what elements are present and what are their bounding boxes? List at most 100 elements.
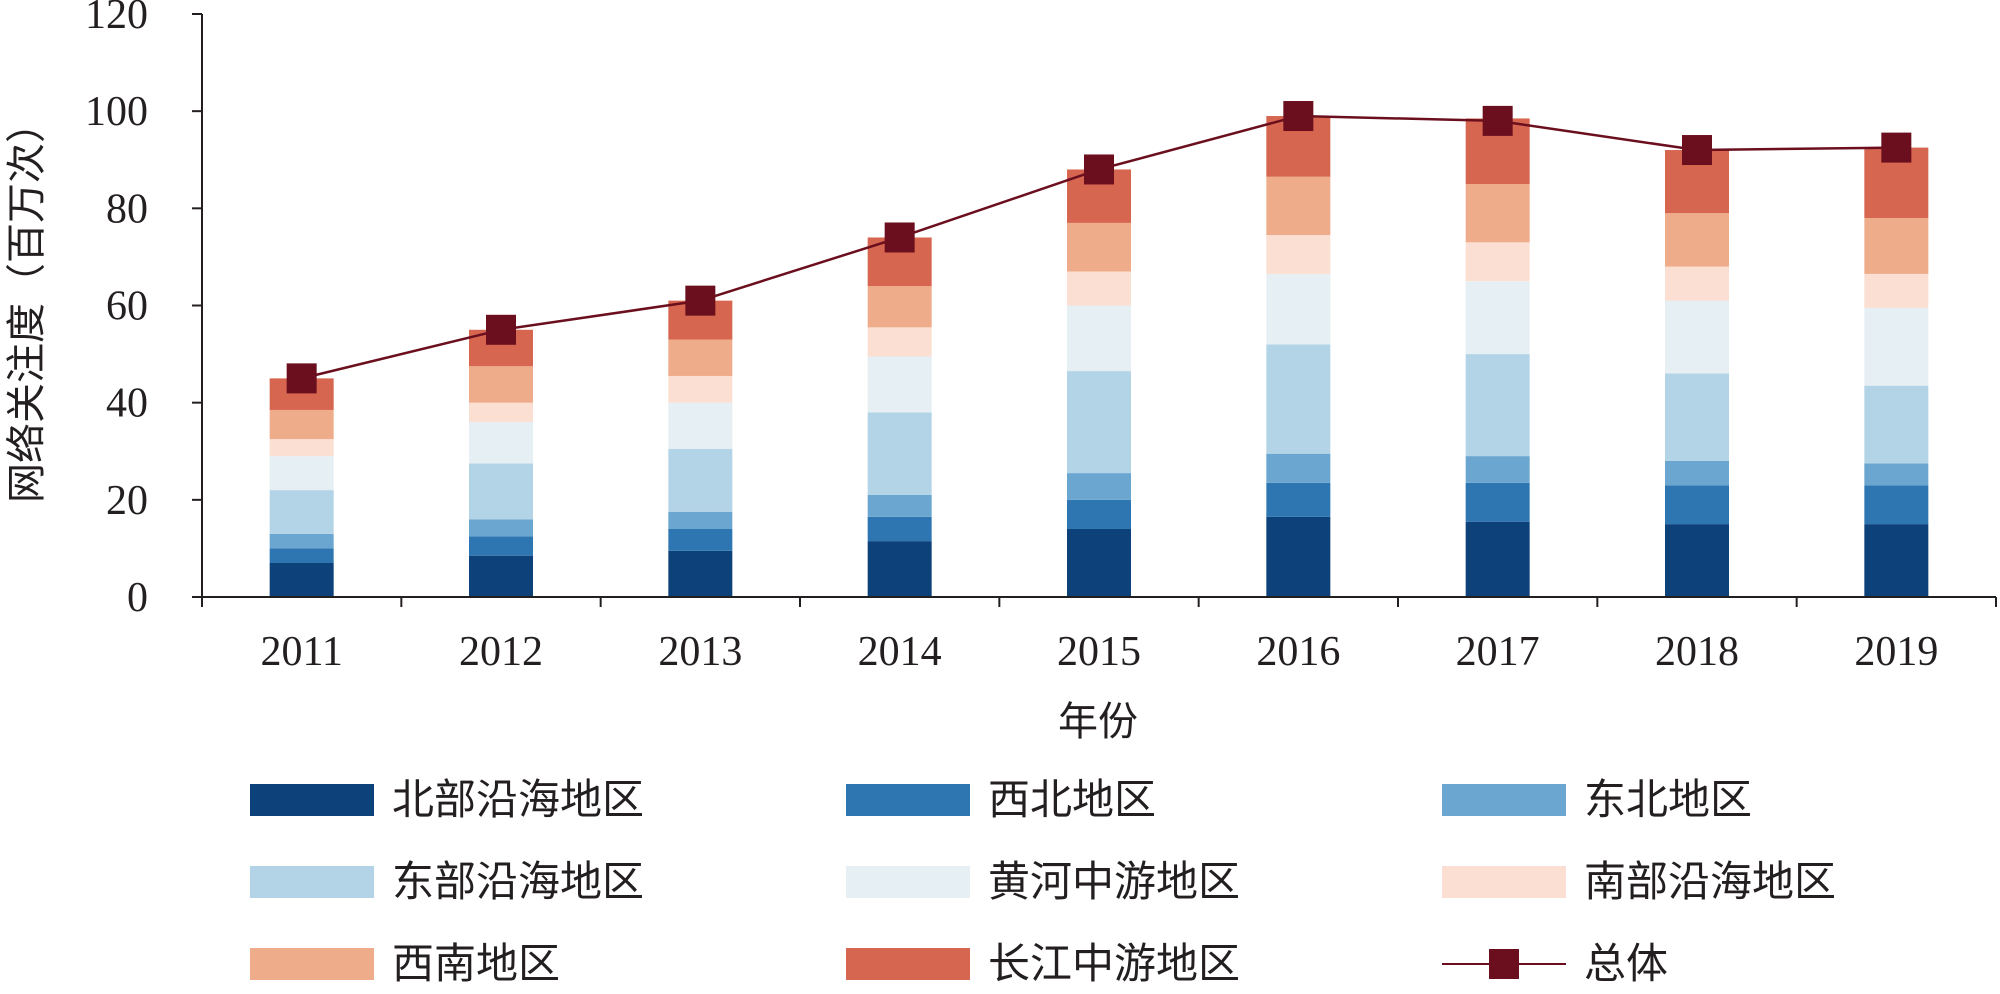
bar-segment-2017-3 — [1465, 456, 1530, 483]
total-marker-2012 — [486, 314, 516, 345]
y-tick-label: 100 — [85, 89, 148, 135]
bar-segment-2011-7 — [269, 409, 334, 440]
legend-label: 东北地区 — [1584, 775, 1753, 824]
total-marker-2011 — [286, 363, 317, 394]
legend-label: 总体 — [1584, 939, 1669, 988]
bar-segment-2011-4 — [269, 490, 334, 534]
bar-segment-2015-4 — [1067, 371, 1131, 474]
x-tick-label: 2014 — [858, 629, 942, 675]
bar-segment-2014-3 — [867, 494, 932, 517]
bar-segment-2011-5 — [269, 456, 334, 491]
bar-segment-2013-7 — [668, 339, 733, 376]
total-marker-2013 — [685, 285, 716, 316]
bar-segment-2018-4 — [1665, 373, 1729, 461]
bar-segment-2016-3 — [1266, 453, 1331, 483]
x-tick-label: 2013 — [658, 629, 742, 675]
legend: 北部沿海地区 西北地区 东北地区 东部沿海地区 黄河中游地区 南部沿海地区 西南地区 长江中游… — [250, 770, 1950, 994]
bar-segment-2017-4 — [1465, 354, 1530, 457]
total-marker-2019 — [1881, 132, 1912, 163]
bar-segment-2016-6 — [1266, 235, 1331, 274]
legend-item: 东部沿海地区 — [250, 852, 644, 912]
total-marker-2014 — [884, 222, 915, 253]
legend-swatch — [846, 948, 970, 980]
total-marker-2015 — [1084, 154, 1114, 185]
legend-swatch — [250, 948, 374, 980]
bar-segment-2014-1 — [867, 541, 932, 597]
y-tick-label: 80 — [106, 186, 148, 232]
x-axis-title: 年份 — [1058, 699, 1138, 745]
y-tick-label: 60 — [106, 284, 148, 330]
bar-segment-2012-5 — [469, 422, 533, 464]
total-marker-2016 — [1283, 101, 1314, 132]
legend-swatch — [1442, 784, 1566, 816]
legend-label: 西南地区 — [392, 939, 561, 988]
legend-label: 北部沿海地区 — [392, 775, 645, 824]
bar-segment-2019-5 — [1864, 307, 1929, 386]
bar-segment-2019-6 — [1864, 273, 1929, 308]
bar-segment-2015-3 — [1067, 473, 1131, 500]
legend-item: 总体 — [1442, 934, 1668, 994]
bar-segment-2019-2 — [1864, 485, 1929, 525]
y-tick-label: 0 — [127, 575, 148, 621]
bar-segment-2015-6 — [1067, 271, 1131, 306]
x-tick-label: 2016 — [1256, 629, 1340, 675]
bar-segment-2019-7 — [1864, 218, 1929, 274]
total-marker-2018 — [1682, 135, 1712, 166]
legend-swatch — [250, 866, 374, 898]
bar-segment-2015-5 — [1067, 305, 1131, 372]
bar-segment-2017-2 — [1465, 482, 1530, 522]
x-tick-label: 2011 — [260, 629, 342, 675]
legend-item: 长江中游地区 — [846, 934, 1240, 994]
bar-segment-2013-2 — [668, 528, 733, 551]
bar-segment-2016-7 — [1266, 176, 1331, 236]
legend-label: 东部沿海地区 — [392, 857, 645, 906]
x-tick-label: 2018 — [1655, 629, 1739, 675]
x-tick-label: 2017 — [1456, 629, 1540, 675]
total-marker-2017 — [1482, 105, 1513, 136]
legend-item: 西南地区 — [250, 934, 560, 994]
bar-segment-2013-6 — [668, 375, 733, 403]
x-tick-label: 2019 — [1854, 629, 1938, 675]
bars-layer — [269, 116, 1929, 597]
bar-segment-2012-7 — [469, 366, 533, 403]
bar-segment-2015-7 — [1067, 222, 1131, 272]
y-tick-label: 120 — [85, 0, 148, 38]
legend-item: 南部沿海地区 — [1442, 852, 1836, 912]
total-line-layer — [286, 101, 1912, 394]
bar-segment-2013-1 — [668, 550, 733, 597]
bar-segment-2018-5 — [1665, 300, 1729, 374]
y-axis-title: 网络关注度（百万次） — [4, 103, 50, 503]
bar-segment-2019-1 — [1864, 524, 1929, 597]
legend-swatch — [846, 866, 970, 898]
bar-segment-2016-4 — [1266, 344, 1331, 454]
bar-segment-2018-7 — [1665, 213, 1729, 267]
legend-label: 南部沿海地区 — [1584, 857, 1837, 906]
x-tick-label: 2012 — [459, 629, 543, 675]
legend-swatch — [846, 784, 970, 816]
bar-segment-2018-6 — [1665, 266, 1729, 301]
bar-segment-2012-1 — [469, 555, 533, 597]
y-tick-label: 20 — [106, 478, 148, 524]
bar-segment-2014-2 — [867, 516, 932, 542]
bar-segment-2017-7 — [1465, 184, 1530, 243]
bar-segment-2012-3 — [469, 519, 533, 537]
bar-segment-2019-3 — [1864, 463, 1929, 486]
bar-segment-2012-6 — [469, 402, 533, 423]
legend-swatch — [250, 784, 374, 816]
bar-segment-2017-6 — [1465, 242, 1530, 282]
bar-segment-2011-2 — [269, 548, 334, 563]
bar-segment-2016-5 — [1266, 273, 1331, 345]
bar-segment-2019-4 — [1864, 385, 1929, 464]
bar-segment-2016-2 — [1266, 482, 1331, 517]
bar-segment-2013-5 — [668, 402, 733, 449]
bar-segment-2015-2 — [1067, 499, 1131, 529]
bar-segment-2012-4 — [469, 463, 533, 520]
bar-segment-2015-1 — [1067, 528, 1131, 597]
bar-segment-2014-7 — [867, 286, 932, 328]
bar-segment-2011-3 — [269, 533, 334, 549]
bar-segment-2018-3 — [1665, 460, 1729, 486]
axes-layer: 0 20 40 60 80 100 120 2011 2012 2013 2014 2015 2016 2… — [85, 0, 1997, 675]
bar-segment-2011-1 — [269, 562, 334, 597]
bar-segment-2017-1 — [1465, 521, 1530, 597]
